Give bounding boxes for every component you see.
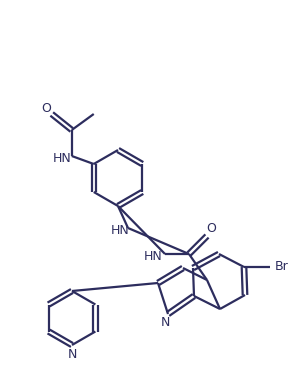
Text: O: O xyxy=(41,102,51,115)
Text: HN: HN xyxy=(110,224,129,237)
Text: N: N xyxy=(160,316,170,330)
Text: Br: Br xyxy=(275,260,289,273)
Text: HN: HN xyxy=(52,151,71,165)
Text: HN: HN xyxy=(144,249,162,262)
Text: N: N xyxy=(67,348,77,361)
Text: O: O xyxy=(206,221,216,235)
